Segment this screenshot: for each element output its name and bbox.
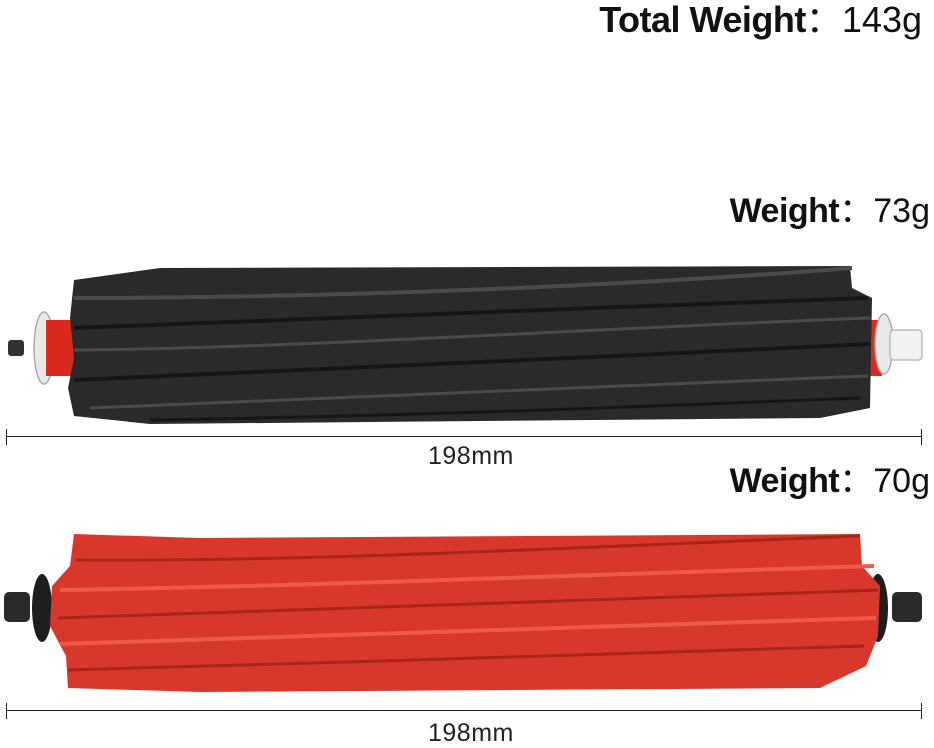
- black-roller-dimension-line: [6, 427, 922, 447]
- red-roller-weight-title: Weight: [729, 462, 840, 500]
- red-roller-dimension-line: [6, 701, 922, 721]
- red-roller-left-cap: [32, 574, 52, 642]
- red-roller-weight-value: 70g: [873, 462, 930, 500]
- black-roller-right-axle: [889, 329, 923, 361]
- total-weight-value: 143g: [841, 0, 922, 40]
- black-roller-left-hub: [46, 320, 74, 376]
- red-roller-weight-label: Weight：70g: [730, 464, 930, 498]
- black-roller-weight-title: Weight: [729, 192, 840, 230]
- red-roller-right-axle: [892, 592, 922, 622]
- red-roller-left-axle: [4, 592, 30, 622]
- black-roller-brush: [8, 266, 923, 424]
- total-weight-label: Total Weight：143g: [599, 2, 922, 38]
- black-roller-weight-value: 73g: [873, 192, 930, 230]
- black-roller-weight-separator: ：: [839, 192, 874, 230]
- black-roller-left-axle: [8, 340, 24, 356]
- red-roller-weight-separator: ：: [839, 462, 874, 500]
- red-roller-brush: [4, 534, 922, 692]
- black-roller-length: 198mm: [428, 442, 514, 470]
- total-weight-separator: ：: [805, 0, 842, 40]
- total-weight-title: Total Weight: [599, 0, 806, 40]
- black-roller-weight-label: Weight：73g: [730, 194, 930, 228]
- red-roller-length: 198mm: [428, 719, 514, 747]
